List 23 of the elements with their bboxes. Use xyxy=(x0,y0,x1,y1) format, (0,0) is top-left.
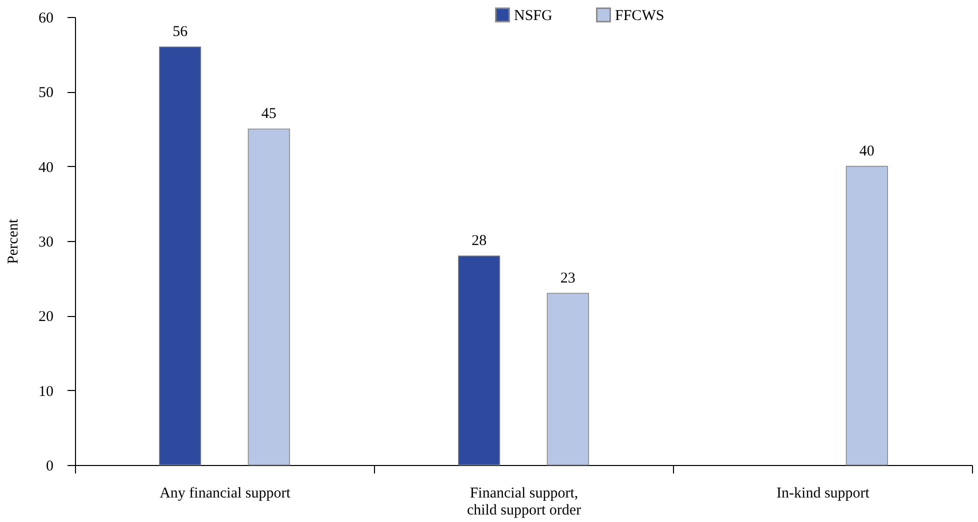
data-label: 45 xyxy=(261,106,276,122)
data-label: 56 xyxy=(172,24,188,40)
bar xyxy=(846,166,888,466)
data-label: 28 xyxy=(472,232,487,249)
x-tick-label: Financial support, child support order xyxy=(466,486,582,518)
y-tick-label: 40 xyxy=(38,160,54,176)
bar xyxy=(159,46,202,466)
bar xyxy=(248,128,290,466)
y-tick-label: 0 xyxy=(46,458,54,474)
bar xyxy=(458,256,500,466)
y-tick-label: 10 xyxy=(38,384,54,400)
y-tick-label: 60 xyxy=(38,10,54,26)
bar xyxy=(546,292,589,466)
legend-label: FFCWS xyxy=(615,8,664,24)
x-tick-label: In-kind support xyxy=(776,486,870,502)
y-tick-label: 50 xyxy=(38,85,54,102)
y-tick-label: 20 xyxy=(38,309,54,326)
y-tick-label: 30 xyxy=(38,234,54,250)
data-label: 40 xyxy=(859,143,874,160)
legend-label: NSFG xyxy=(514,8,553,24)
x-tick-label: Any financial support xyxy=(160,486,292,502)
data-label: 23 xyxy=(560,270,576,286)
y-axis-title: Percent xyxy=(6,218,22,264)
